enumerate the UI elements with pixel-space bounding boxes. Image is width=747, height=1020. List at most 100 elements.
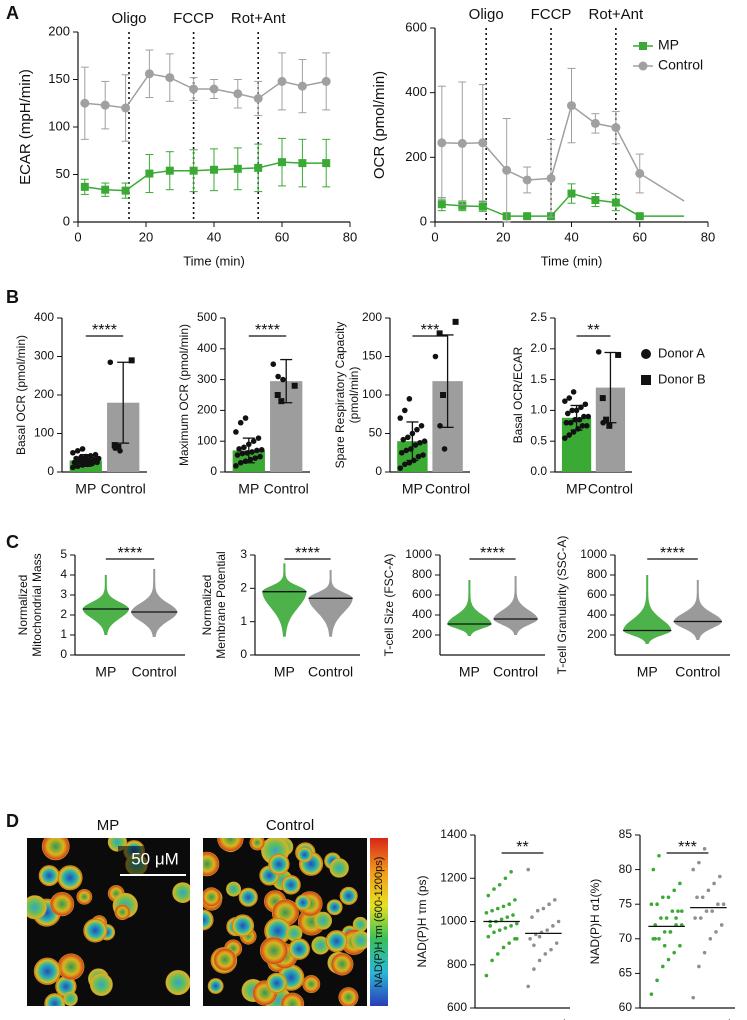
- point: [699, 916, 703, 920]
- y-axis-label: Membrane Potential: [214, 551, 228, 658]
- point: [655, 902, 659, 906]
- point: [549, 947, 553, 952]
- marker: [233, 89, 243, 99]
- y-axis-label: Basal OCR (pmol/min): [14, 335, 28, 455]
- y-tick-label: 1: [240, 614, 247, 628]
- significance: ****: [255, 322, 280, 339]
- y-tick-label: 80: [619, 862, 633, 876]
- y-axis-label: Spare Respiratory Capacity: [333, 322, 347, 469]
- y-tick-label: 600: [412, 587, 432, 601]
- point: [73, 455, 79, 462]
- point: [712, 881, 716, 886]
- marker: [100, 100, 110, 110]
- point: [680, 909, 684, 913]
- point: [672, 888, 676, 893]
- panel-label: B: [6, 287, 19, 307]
- marker: [523, 212, 532, 221]
- point: [83, 453, 89, 460]
- point: [496, 906, 500, 911]
- cell: [295, 894, 311, 911]
- point: [566, 395, 573, 401]
- point: [563, 419, 570, 426]
- point: [237, 459, 244, 466]
- point: [107, 359, 114, 366]
- point: [702, 847, 707, 851]
- y-tick-label: 75: [619, 896, 633, 910]
- x-tick-label: MP: [656, 1017, 677, 1020]
- y-tick-label: 1.0: [530, 403, 547, 417]
- x-tick-label: 40: [564, 229, 578, 244]
- y-tick-label: 85: [619, 827, 633, 841]
- marker: [502, 165, 512, 175]
- point: [566, 432, 573, 438]
- point: [693, 916, 697, 920]
- y-tick-label: 4: [60, 567, 67, 581]
- cell: [217, 838, 244, 852]
- point: [484, 973, 489, 978]
- cell: [57, 953, 85, 981]
- point: [421, 438, 428, 445]
- point: [490, 958, 494, 963]
- y-tick-label: 2.5: [530, 310, 547, 324]
- marker: [165, 166, 174, 175]
- marker: [322, 159, 331, 168]
- legend-marker: [638, 61, 648, 71]
- point: [418, 423, 425, 429]
- point: [578, 404, 584, 411]
- x-tick-label: MP: [566, 481, 587, 497]
- series-line: [84, 72, 327, 109]
- y-tick-label: 600: [405, 19, 427, 34]
- point: [239, 450, 246, 457]
- marker: [478, 138, 488, 148]
- y-tick-label: 200: [362, 310, 382, 324]
- series-line: [84, 161, 327, 192]
- point: [115, 443, 122, 450]
- significance: **: [587, 322, 599, 339]
- cell: [226, 881, 242, 897]
- point: [402, 461, 408, 468]
- legend-label: MP: [658, 37, 679, 53]
- x-tick-label: Control: [132, 664, 177, 680]
- x-tick-label: 20: [496, 229, 510, 244]
- cell: [203, 851, 220, 877]
- point: [710, 909, 714, 913]
- y-tick-label: 1400: [440, 827, 467, 841]
- marker: [209, 84, 219, 94]
- x-tick-label: 60: [275, 229, 289, 244]
- distribution: [262, 563, 307, 637]
- point: [513, 898, 517, 902]
- y-tick-label: 400: [405, 84, 427, 99]
- x-axis-label: Time (min): [541, 253, 603, 268]
- y-tick-label: 1.5: [530, 372, 547, 386]
- point: [78, 454, 84, 461]
- point: [515, 937, 519, 941]
- point: [86, 457, 92, 464]
- point: [501, 904, 506, 909]
- cell: [338, 987, 359, 1006]
- point: [275, 373, 281, 380]
- cell: [63, 991, 78, 1006]
- point: [664, 916, 669, 920]
- x-axis-label: Time (min): [183, 253, 245, 268]
- point: [691, 867, 695, 872]
- marker: [611, 123, 621, 133]
- cell: [296, 846, 313, 863]
- point: [412, 442, 419, 448]
- x-tick-label: Control: [686, 1017, 731, 1020]
- marker: [165, 73, 175, 83]
- cell: [351, 930, 367, 950]
- point: [499, 917, 504, 922]
- y-tick-label: 65: [619, 966, 633, 980]
- point: [79, 446, 86, 452]
- point: [697, 964, 701, 969]
- point: [674, 916, 678, 920]
- point: [649, 992, 654, 996]
- cell: [326, 899, 343, 916]
- point: [74, 448, 81, 454]
- cell: [266, 972, 288, 994]
- cell: [280, 992, 305, 1006]
- x-tick-label: 20: [139, 229, 153, 244]
- y-tick-label: 2.0: [530, 341, 547, 355]
- y-tick-label: 2: [60, 607, 67, 621]
- point: [551, 924, 555, 928]
